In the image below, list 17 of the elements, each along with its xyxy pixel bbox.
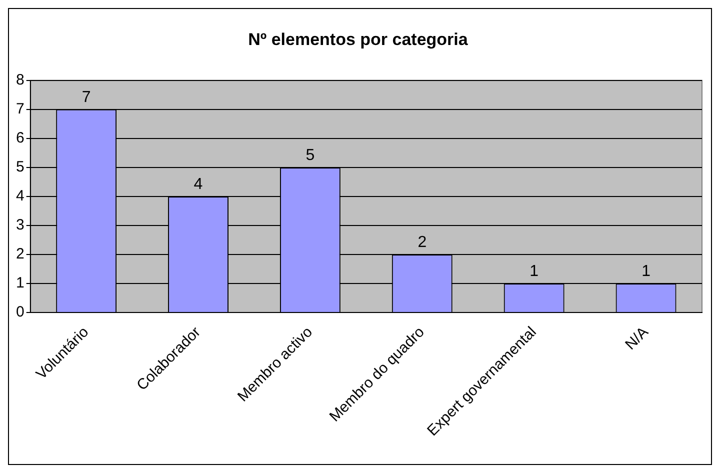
y-tick-label: 8 bbox=[16, 72, 24, 89]
data-label: 2 bbox=[418, 234, 427, 251]
data-label: 7 bbox=[82, 88, 91, 106]
x-tick-label: N/A bbox=[622, 324, 652, 354]
y-tick-label: 4 bbox=[16, 188, 24, 205]
data-label: 1 bbox=[530, 262, 539, 280]
y-tick-label: 6 bbox=[16, 130, 24, 147]
y-tick-label: 2 bbox=[16, 246, 24, 263]
y-tick-label: 3 bbox=[16, 216, 24, 234]
y-tick-label: 1 bbox=[16, 274, 24, 292]
y-tick-label: 7 bbox=[16, 100, 24, 118]
y-tick-label: 5 bbox=[16, 158, 24, 176]
data-label: 5 bbox=[306, 146, 315, 164]
data-label: 1 bbox=[642, 262, 651, 280]
y-tick-label: 0 bbox=[16, 304, 24, 321]
chart-title: Nº elementos por categoria bbox=[248, 30, 468, 49]
data-label: 4 bbox=[194, 176, 203, 193]
